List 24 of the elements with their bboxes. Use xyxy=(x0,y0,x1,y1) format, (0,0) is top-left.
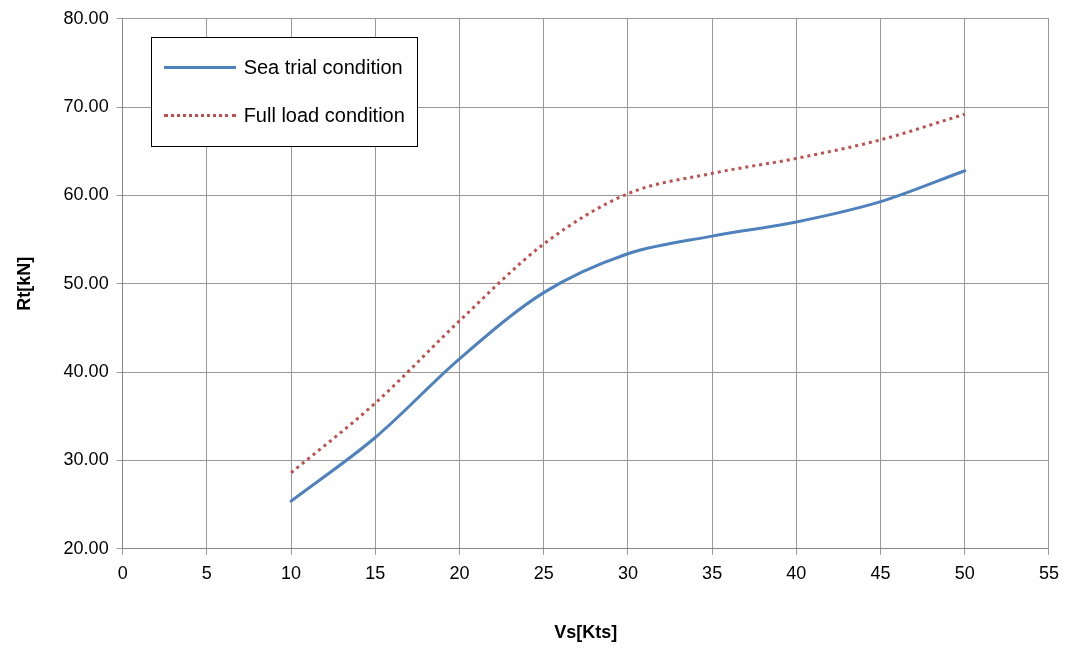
x-tick-label: 5 xyxy=(201,562,212,583)
x-tick-label: 40 xyxy=(786,562,807,583)
x-tick-label: 50 xyxy=(954,562,975,583)
y-tick-label: 80.00 xyxy=(63,7,109,28)
legend-label: Full load condition xyxy=(243,104,405,128)
x-tick-label: 55 xyxy=(1038,562,1059,583)
x-tick-label: 15 xyxy=(365,562,386,583)
y-axis-title: Rt[kN] xyxy=(13,256,34,311)
y-tick-label: 30.00 xyxy=(63,449,109,470)
x-tick-label: 0 xyxy=(117,562,128,583)
x-tick-label: 35 xyxy=(702,562,723,583)
y-tick-label: 60.00 xyxy=(63,184,109,205)
x-axis-title: Vs[Kts] xyxy=(554,622,618,643)
line-series xyxy=(289,169,967,503)
y-tick-label: 70.00 xyxy=(63,96,109,117)
y-tick-label: 50.00 xyxy=(63,272,109,293)
x-tick-label: 10 xyxy=(281,562,302,583)
x-tick-label: 25 xyxy=(533,562,554,583)
y-tick-label: 20.00 xyxy=(63,537,109,558)
y-tick-label: 40.00 xyxy=(63,361,109,382)
x-tick-label: 30 xyxy=(617,562,638,583)
legend-label: Sea trial condition xyxy=(243,56,403,80)
x-tick-label: 45 xyxy=(870,562,891,583)
x-tick-label: 20 xyxy=(449,562,470,583)
